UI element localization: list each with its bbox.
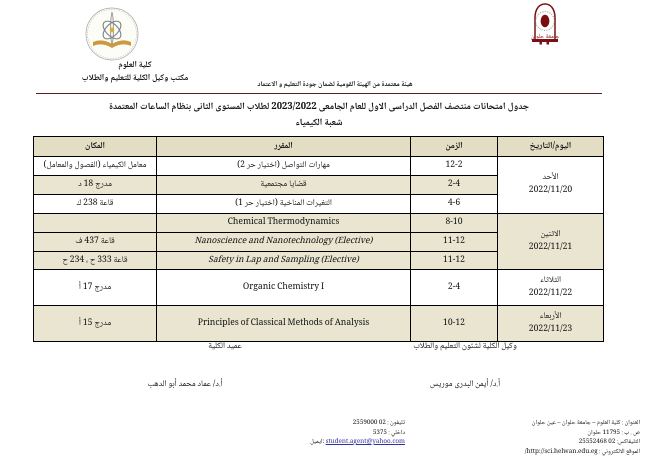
svg-text:جامعة حلوان: جامعة حلوان xyxy=(531,31,560,42)
